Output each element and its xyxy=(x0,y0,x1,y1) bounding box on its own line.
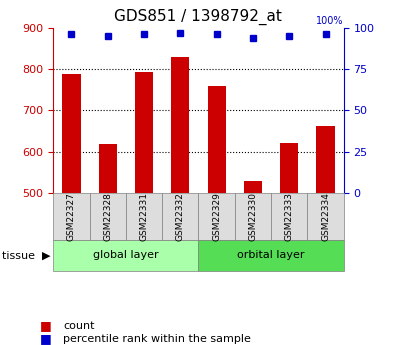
Text: count: count xyxy=(63,321,95,331)
Text: GSM22329: GSM22329 xyxy=(212,192,221,241)
Bar xyxy=(99,144,117,193)
Bar xyxy=(207,86,226,193)
Text: 100%: 100% xyxy=(316,16,344,26)
Text: tissue  ▶: tissue ▶ xyxy=(2,250,51,260)
Bar xyxy=(316,126,335,193)
Text: GSM22328: GSM22328 xyxy=(103,192,112,241)
Text: GSM22334: GSM22334 xyxy=(321,192,330,241)
Bar xyxy=(244,181,262,193)
Text: GSM22327: GSM22327 xyxy=(67,192,76,241)
Bar xyxy=(62,75,81,193)
Bar xyxy=(171,57,190,193)
Bar xyxy=(135,72,153,193)
Text: ■: ■ xyxy=(40,332,51,345)
Text: GSM22333: GSM22333 xyxy=(285,192,294,241)
Text: GSM22331: GSM22331 xyxy=(139,192,149,241)
Text: GDS851 / 1398792_at: GDS851 / 1398792_at xyxy=(114,9,281,25)
Text: GSM22332: GSM22332 xyxy=(176,192,185,241)
Text: ■: ■ xyxy=(40,319,51,333)
Text: orbital layer: orbital layer xyxy=(237,250,305,260)
Text: percentile rank within the sample: percentile rank within the sample xyxy=(63,334,251,344)
Bar xyxy=(280,143,298,193)
Text: global layer: global layer xyxy=(93,250,159,260)
Text: GSM22330: GSM22330 xyxy=(248,192,258,241)
